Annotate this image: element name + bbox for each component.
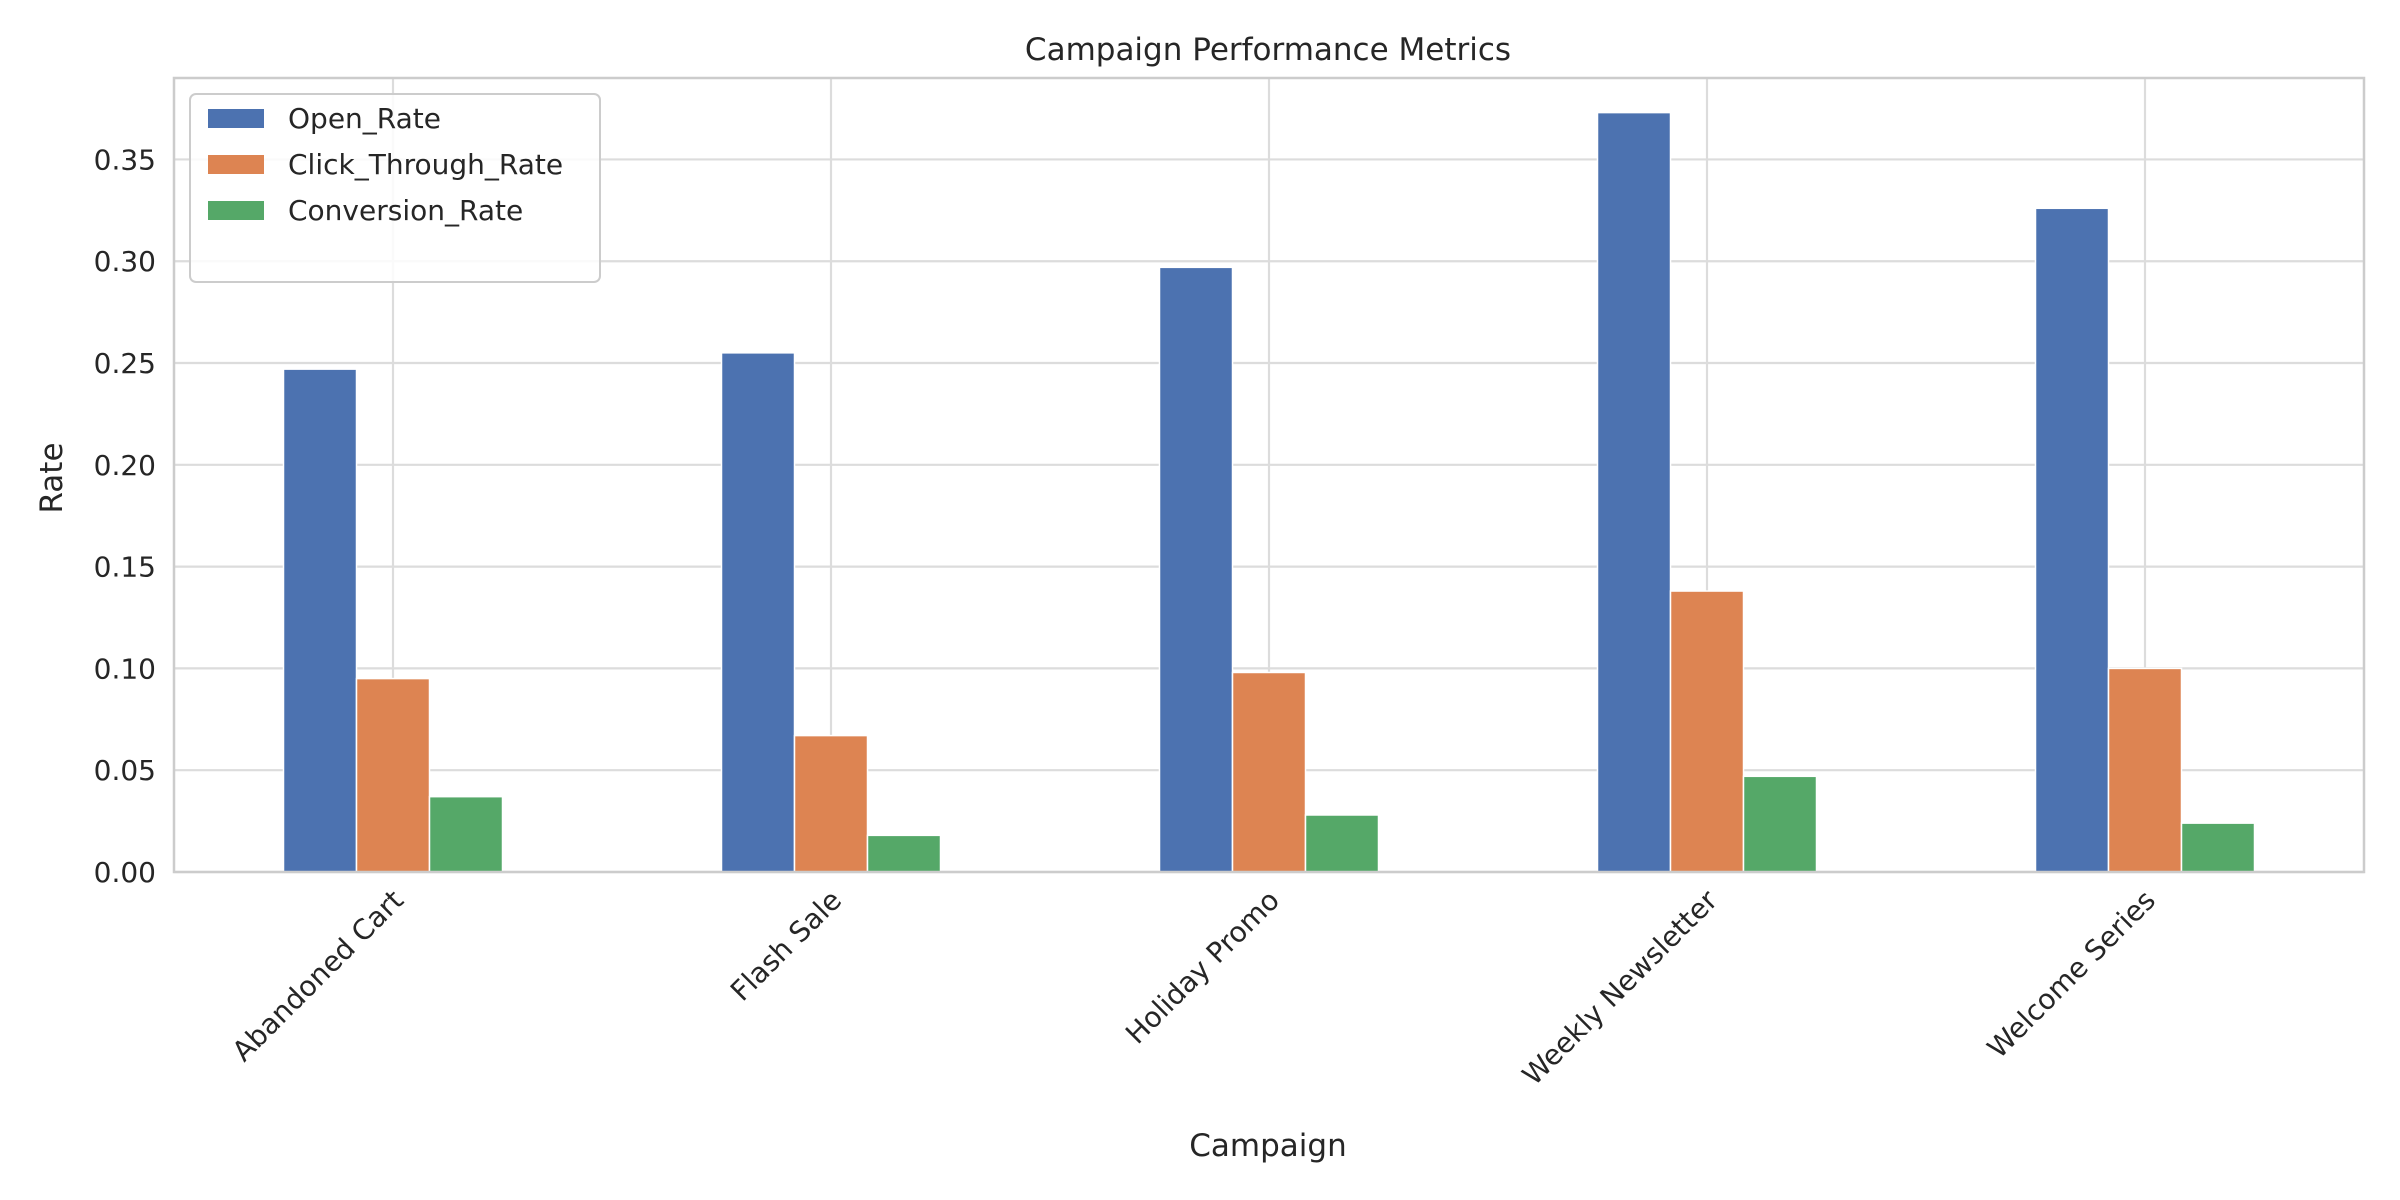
bar-open-rate-1 <box>720 352 796 873</box>
chart-title: Campaign Performance Metrics <box>1025 32 1511 68</box>
y-axis-label: Rate <box>34 442 70 513</box>
legend-label: Open_Rate <box>288 102 441 135</box>
bar-conversion-rate-0 <box>428 795 504 873</box>
bars <box>282 111 2256 873</box>
y-tick-label: 0.05 <box>94 754 156 787</box>
x-axis-label: Campaign <box>1189 1128 1346 1164</box>
y-axis-ticks: 0.00 0.05 0.10 0.15 0.20 0.25 0.30 0.35 <box>94 143 156 889</box>
y-tick-label: 0.30 <box>94 245 156 278</box>
y-tick-label: 0.25 <box>94 347 156 380</box>
bar-open-rate-4 <box>2034 207 2110 873</box>
legend-box <box>189 93 601 283</box>
legend-swatch <box>208 155 264 174</box>
bar-conversion-rate-1 <box>866 834 942 873</box>
bar-click-through-rate-3 <box>1669 590 1745 873</box>
x-tick-label: Flash Sale <box>724 884 848 1008</box>
bar-click-through-rate-2 <box>1231 671 1307 873</box>
bar-click-through-rate-4 <box>2107 667 2183 873</box>
bar-click-through-rate-1 <box>793 734 869 873</box>
y-tick-label: 0.15 <box>94 551 156 584</box>
bar-click-through-rate-0 <box>355 677 431 873</box>
x-tick-label: Weekly Newsletter <box>1516 883 1724 1091</box>
legend-swatch <box>208 201 264 220</box>
legend: Open_Rate Click_Through_Rate Conversion_Ra… <box>189 93 601 283</box>
x-tick-label: Welcome Series <box>1981 884 2162 1065</box>
bar-open-rate-0 <box>282 368 358 873</box>
legend-label: Conversion_Rate <box>288 194 523 227</box>
x-tick-label: Holiday Promo <box>1119 884 1286 1051</box>
bar-conversion-rate-4 <box>2180 822 2256 873</box>
legend-label: Click_Through_Rate <box>288 148 563 181</box>
bar-conversion-rate-2 <box>1304 814 1380 873</box>
bar-conversion-rate-3 <box>1742 775 1818 873</box>
bar-open-rate-3 <box>1596 111 1672 873</box>
x-axis-ticks: Abandoned Cart Flash Sale Holiday Promo Wee… <box>226 883 2162 1091</box>
bar-open-rate-2 <box>1158 266 1234 873</box>
y-tick-label: 0.00 <box>94 856 156 889</box>
x-tick-label: Abandoned Cart <box>226 884 410 1068</box>
plot-frame <box>172 76 2366 874</box>
y-tick-label: 0.10 <box>94 652 156 685</box>
y-tick-label: 0.20 <box>94 449 156 482</box>
y-tick-label: 0.35 <box>94 143 156 176</box>
legend-swatch <box>208 109 264 128</box>
